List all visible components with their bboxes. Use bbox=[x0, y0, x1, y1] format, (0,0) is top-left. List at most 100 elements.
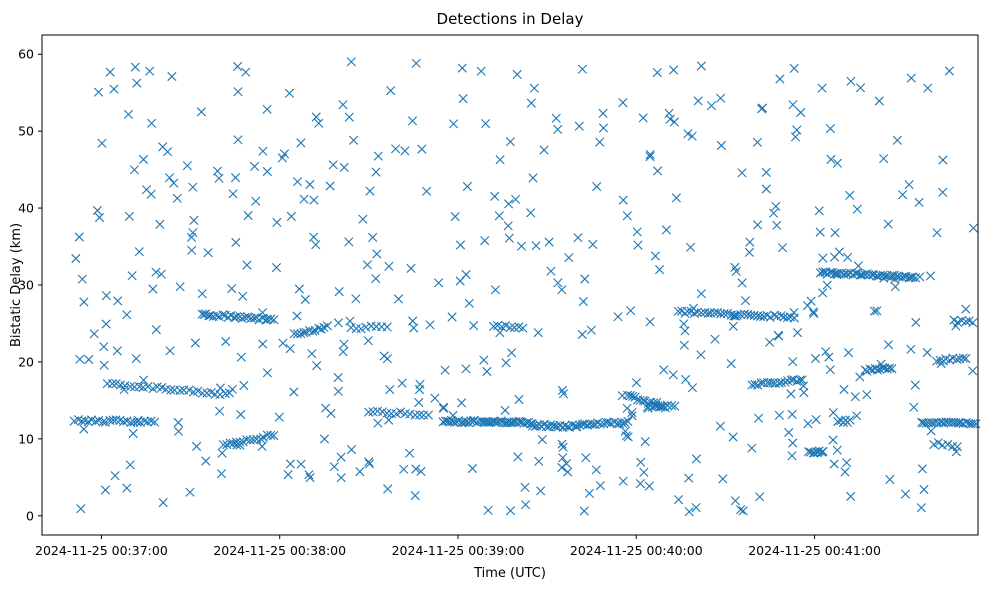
scatter-point bbox=[852, 204, 862, 214]
scatter-point bbox=[811, 415, 821, 425]
data-points bbox=[69, 57, 981, 517]
scatter-point bbox=[185, 487, 195, 497]
y-tick-label: 10 bbox=[18, 431, 34, 446]
track-point bbox=[256, 434, 266, 444]
scatter-point bbox=[757, 104, 767, 114]
scatter-point bbox=[438, 402, 449, 412]
scatter-point bbox=[233, 135, 243, 145]
track-point bbox=[139, 416, 150, 426]
scatter-point bbox=[434, 278, 444, 288]
scatter-point bbox=[557, 385, 567, 395]
scatter-point bbox=[926, 426, 936, 436]
scatter-point bbox=[803, 419, 813, 429]
track-point bbox=[249, 313, 259, 323]
scatter-point bbox=[467, 463, 478, 474]
scatter-point bbox=[520, 482, 530, 492]
scatter-point bbox=[304, 470, 314, 480]
track-point bbox=[111, 415, 121, 425]
scatter-point bbox=[197, 289, 207, 299]
scatter-point bbox=[89, 329, 99, 339]
track-point bbox=[501, 320, 511, 331]
scatter-point bbox=[339, 162, 349, 172]
scatter-point bbox=[286, 211, 296, 221]
scatter-point bbox=[687, 131, 697, 141]
track-point bbox=[269, 431, 279, 441]
track-point bbox=[908, 272, 918, 282]
scatter-point bbox=[669, 117, 679, 127]
track-point bbox=[845, 415, 855, 425]
track-point bbox=[242, 435, 252, 445]
scatter-point bbox=[696, 289, 706, 299]
scatter-point bbox=[189, 215, 199, 225]
x-tick-label: 2024-11-25 00:40:00 bbox=[570, 543, 703, 558]
x-tick-label: 2024-11-25 00:39:00 bbox=[392, 543, 525, 558]
track-point bbox=[322, 321, 332, 331]
scatter-point bbox=[77, 274, 87, 284]
scatter-point bbox=[482, 366, 492, 377]
scatter-point bbox=[507, 348, 517, 358]
track-point bbox=[197, 388, 207, 398]
scatter-point bbox=[258, 146, 268, 156]
scatter-point bbox=[450, 212, 460, 222]
scatter-point bbox=[681, 374, 691, 385]
scatter-point bbox=[105, 67, 115, 77]
track-point bbox=[514, 416, 524, 426]
track-point bbox=[218, 310, 228, 320]
track-point bbox=[777, 377, 787, 388]
scatter-point bbox=[311, 112, 321, 122]
scatter-point bbox=[790, 132, 801, 142]
scatter-point bbox=[415, 379, 425, 389]
y-tick-label: 40 bbox=[18, 201, 34, 216]
scatter-point bbox=[726, 359, 736, 369]
scatter-point bbox=[815, 227, 825, 237]
scatter-point bbox=[457, 63, 467, 73]
scatter-point bbox=[148, 284, 158, 294]
track-point bbox=[818, 446, 828, 457]
scatter-point bbox=[175, 282, 185, 292]
scatter-point bbox=[385, 385, 395, 395]
scatter-point bbox=[122, 310, 132, 320]
scatter-point bbox=[687, 383, 698, 393]
scatter-point bbox=[346, 445, 357, 455]
track-point bbox=[780, 377, 790, 387]
scatter-point bbox=[480, 236, 490, 246]
track-point bbox=[143, 381, 153, 392]
track-point bbox=[463, 417, 474, 427]
scatter-point bbox=[968, 366, 978, 376]
scatter-point bbox=[910, 380, 920, 390]
scatter-point bbox=[368, 232, 378, 242]
track-point bbox=[864, 270, 874, 280]
scatter-point bbox=[365, 186, 375, 196]
scatter-point bbox=[97, 138, 107, 148]
track-point bbox=[910, 273, 921, 283]
scatter-point bbox=[417, 144, 427, 154]
track-point bbox=[229, 312, 239, 322]
scatter-point bbox=[239, 380, 249, 391]
track-point bbox=[706, 308, 716, 318]
scatter-point bbox=[674, 495, 684, 505]
scatter-point bbox=[512, 69, 522, 79]
track-point bbox=[647, 402, 657, 412]
track-point bbox=[779, 312, 789, 322]
track-point bbox=[651, 401, 661, 411]
scatter-point bbox=[151, 267, 161, 277]
scatter-point bbox=[916, 503, 926, 513]
scatter-point bbox=[358, 214, 368, 224]
scatter-point bbox=[906, 73, 916, 83]
scatter-point bbox=[832, 158, 842, 168]
track-point bbox=[933, 438, 943, 448]
scatter-point bbox=[715, 421, 725, 431]
y-tick-label: 50 bbox=[18, 124, 34, 139]
scatter-point bbox=[455, 240, 466, 250]
scatter-point bbox=[382, 354, 392, 364]
scatter-point bbox=[855, 372, 865, 382]
scatter-point bbox=[241, 67, 251, 77]
scatter-point bbox=[79, 297, 89, 307]
track-point bbox=[107, 379, 117, 389]
scatter-point bbox=[123, 109, 134, 119]
scatter-point bbox=[371, 167, 381, 177]
scatter-point bbox=[821, 347, 831, 357]
scatter-point bbox=[514, 394, 524, 405]
scatter-point bbox=[824, 352, 834, 362]
